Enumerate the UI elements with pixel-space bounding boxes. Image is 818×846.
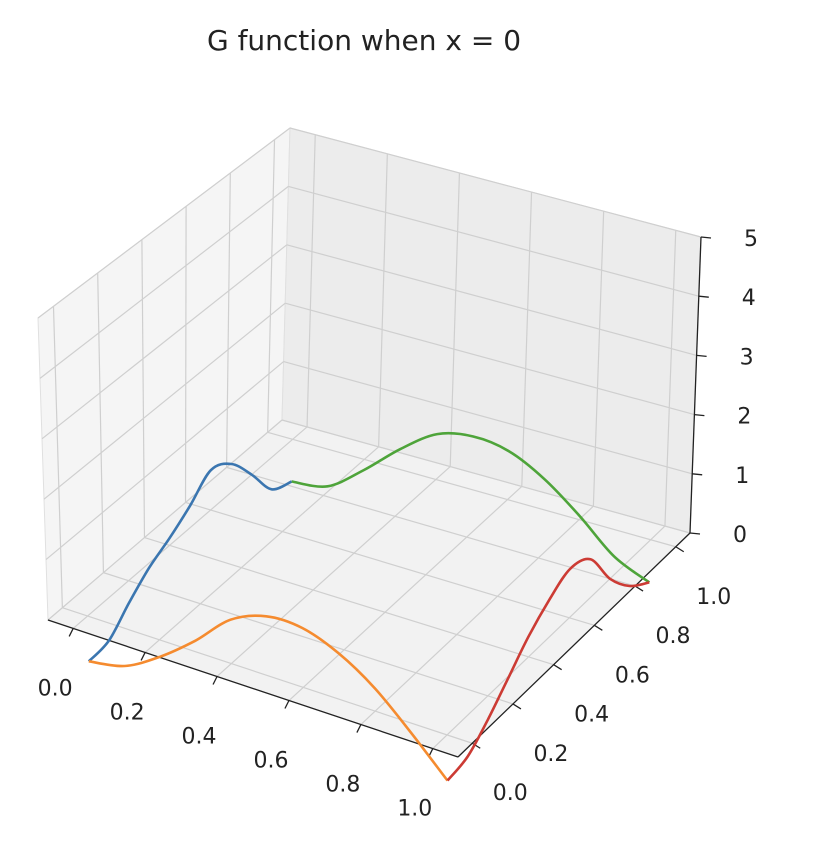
grid-line (360, 505, 594, 725)
grid-line (285, 302, 695, 416)
y-tick-label: 0.0 (493, 781, 528, 806)
tick-mark (594, 624, 603, 631)
grid-line (41, 244, 288, 440)
tick-mark (696, 354, 707, 358)
grid-line (664, 230, 677, 527)
tick-mark (553, 664, 562, 671)
y-tick-label: 1.0 (696, 585, 731, 610)
x-tick-label: 1.0 (397, 797, 432, 822)
y-tick-label: 0.2 (533, 742, 568, 767)
tick-mark (356, 724, 362, 733)
tick-mark (675, 546, 685, 553)
x-tick-label: 0.8 (325, 773, 360, 798)
grid-line (184, 206, 187, 503)
grid-line (52, 306, 63, 608)
grid-line (592, 211, 605, 507)
axis-line (457, 532, 691, 758)
grid-line (286, 244, 697, 356)
tick-mark (692, 473, 703, 476)
z-tick-label: 3 (740, 345, 754, 370)
tick-mark (284, 700, 290, 709)
x-tick-label: 0.0 (38, 676, 73, 701)
grid-line (267, 139, 276, 433)
line-series (446, 557, 650, 782)
grid-line (449, 172, 461, 467)
grid-line (289, 127, 702, 238)
grid-line (521, 192, 533, 487)
y-tick-label: 0.8 (656, 624, 691, 649)
line-series (87, 462, 293, 663)
z-tick-label: 4 (742, 286, 756, 311)
tick-mark (700, 236, 712, 239)
axis-line (47, 619, 459, 758)
grid-line (45, 361, 284, 561)
grid-line (97, 272, 105, 573)
grid-line (62, 607, 473, 744)
grid-line (39, 185, 289, 379)
tick-mark (68, 628, 74, 637)
grid-line (185, 501, 595, 626)
grid-line (47, 419, 283, 621)
grid-line (226, 466, 636, 587)
grid-line (225, 172, 231, 468)
grid-line (103, 572, 514, 705)
grid-line (288, 185, 699, 297)
grid-line (267, 431, 676, 548)
axis-line (689, 236, 702, 534)
grid-line (43, 302, 286, 500)
tick-mark (694, 413, 705, 417)
grid-line (37, 127, 291, 319)
grid-line (288, 485, 523, 701)
tick-mark (512, 703, 522, 710)
x-tick-label: 0.6 (253, 749, 288, 774)
tick-mark (140, 652, 146, 661)
z-tick-label: 2 (737, 405, 751, 430)
y-tick-label: 0.6 (615, 663, 650, 688)
grid-line (378, 153, 388, 447)
grid-line (72, 426, 308, 629)
tick-mark (689, 532, 701, 535)
y-tick-label: 0.4 (574, 703, 609, 728)
grid-line (283, 361, 693, 475)
tick-mark (698, 295, 709, 298)
tick-mark (212, 676, 218, 685)
line-series (88, 614, 449, 782)
x-tick-label: 0.2 (110, 700, 145, 725)
grid-line (141, 239, 146, 538)
chart-title: G function when x = 0 (207, 24, 521, 57)
grid-line (281, 419, 691, 534)
grid-line (432, 525, 666, 750)
grid-line (216, 466, 451, 677)
x-tick-label: 0.4 (182, 724, 217, 749)
line-series (291, 431, 651, 584)
tick-mark (634, 585, 644, 592)
grid-line (144, 536, 554, 666)
z-tick-label: 1 (735, 464, 749, 489)
z-tick-label: 5 (744, 227, 758, 252)
grid-line (306, 134, 316, 427)
z-tick-label: 0 (733, 523, 747, 548)
